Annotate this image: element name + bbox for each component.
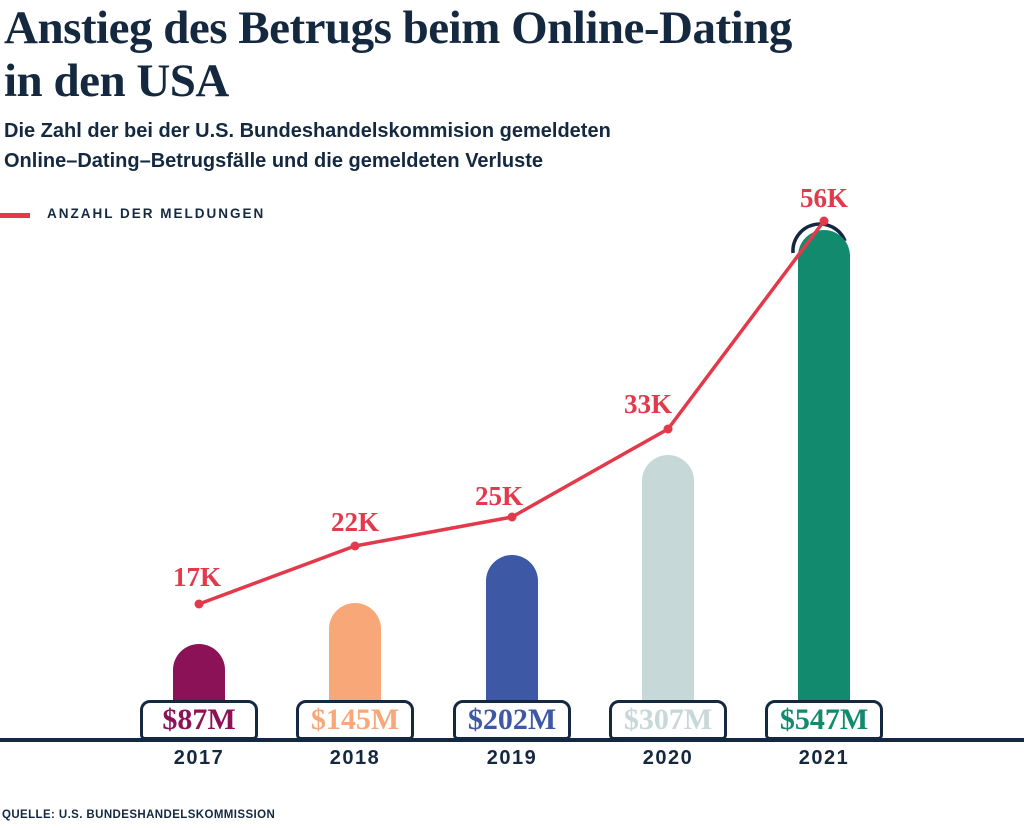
reports-label-2019: 25K xyxy=(475,481,523,511)
loss-badge-2018: $145M xyxy=(296,700,414,740)
reports-label-2021: 56K xyxy=(800,183,848,213)
loss-value-2021: $547M xyxy=(779,703,869,736)
reports-label-2018: 22K xyxy=(331,507,379,537)
bar-2020 xyxy=(642,455,694,742)
page-title-line1: Anstieg des Betrugs beim Online-Dating xyxy=(4,2,792,54)
reports-point-2021 xyxy=(819,216,829,226)
loss-badge-2017: $87M xyxy=(140,700,258,740)
loss-value-2017: $87M xyxy=(162,703,236,736)
loss-badge-2020: $307M xyxy=(609,700,727,740)
page-subtitle-line2: Online–Dating–Betrugsfälle und die gemel… xyxy=(4,150,544,172)
year-label-2018: 2018 xyxy=(329,747,381,769)
reports-label-2017: 17K xyxy=(173,562,221,592)
reports-point-2019 xyxy=(507,512,517,522)
reports-point-2020 xyxy=(663,424,673,434)
page-title-line2: in den USA xyxy=(4,55,229,107)
source-note: QUELLE: U.S. BUNDESHANDELSKOMMISSION xyxy=(2,809,276,821)
loss-value-2018: $145M xyxy=(310,703,400,736)
bar-2021 xyxy=(798,230,850,742)
reports-label-2020: 33K xyxy=(624,389,672,419)
x-axis-line xyxy=(0,738,1024,742)
year-label-2017: 2017 xyxy=(173,747,225,769)
page-subtitle-line1: Die Zahl der bei der U.S. Bundeshandelsk… xyxy=(4,120,611,142)
year-label-2020: 2020 xyxy=(642,747,694,769)
loss-value-2020: $307M xyxy=(623,703,713,736)
year-label-2021: 2021 xyxy=(798,747,850,769)
loss-badge-2021: $547M xyxy=(765,700,883,740)
legend-label: ANZAHL DER MELDUNGEN xyxy=(47,206,266,221)
page-title: Anstieg des Betrugs beim Online-Dating i… xyxy=(4,2,984,108)
reports-point-2018 xyxy=(350,541,360,551)
page-subtitle: Die Zahl der bei der U.S. Bundeshandelsk… xyxy=(4,116,764,176)
reports-line xyxy=(198,219,826,606)
year-label-2019: 2019 xyxy=(486,747,538,769)
loss-value-2019: $202M xyxy=(467,703,557,736)
legend-line-icon xyxy=(0,213,30,218)
reports-point-2017 xyxy=(194,599,204,609)
loss-badge-2019: $202M xyxy=(453,700,571,740)
